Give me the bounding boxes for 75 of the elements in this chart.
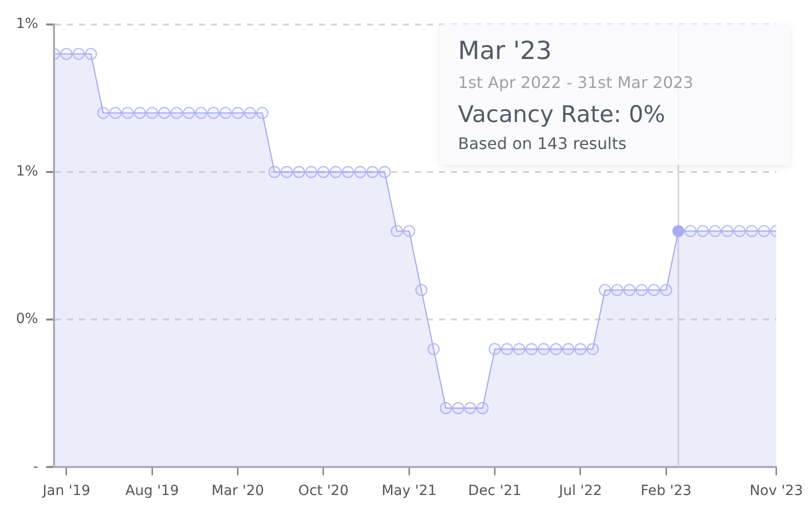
point — [598, 284, 612, 296]
point — [378, 166, 391, 178]
y-tick-label: 1% — [16, 16, 38, 32]
point — [342, 166, 354, 178]
y-tick-label: - — [33, 458, 38, 475]
point — [280, 166, 293, 178]
point — [648, 284, 660, 296]
point — [733, 224, 746, 238]
point — [623, 284, 636, 296]
point — [636, 284, 648, 296]
point — [758, 224, 770, 238]
annotation: Based on 143 results — [458, 134, 628, 153]
point — [84, 48, 98, 60]
point — [696, 224, 709, 238]
point — [207, 106, 220, 120]
annotation: 1st Apr 2022 - 31st Mar 2023 — [458, 73, 694, 92]
point — [182, 106, 195, 120]
point — [109, 106, 122, 120]
point — [366, 166, 379, 178]
point — [97, 106, 110, 120]
point — [170, 106, 183, 120]
point — [244, 106, 256, 120]
point — [72, 48, 85, 60]
point — [660, 284, 672, 296]
point — [122, 106, 134, 120]
point — [292, 166, 306, 178]
x-tick-label: Dec '21 — [468, 483, 522, 500]
x-tick-label: Oct '20 — [298, 483, 349, 500]
point — [268, 166, 281, 178]
point — [146, 106, 158, 120]
point — [538, 343, 550, 356]
x-tick-label: Jul '22 — [558, 483, 602, 500]
point — [194, 106, 208, 120]
y-tick-label: 0% — [16, 311, 38, 328]
point — [390, 224, 403, 238]
y-tick-label: 1% — [16, 164, 38, 180]
point — [550, 343, 562, 356]
point — [60, 48, 73, 60]
point — [354, 166, 366, 178]
point — [158, 106, 170, 120]
point — [500, 343, 514, 356]
point — [305, 166, 318, 178]
point — [513, 343, 526, 356]
point — [452, 402, 464, 414]
x-tick-label: Jan '19 — [42, 483, 90, 500]
annotation: Vacancy Rate: 0% — [458, 102, 666, 128]
point — [330, 166, 342, 178]
x-tick-label: May '21 — [382, 483, 437, 500]
x-tick-label: Aug '19 — [125, 483, 179, 500]
point — [708, 224, 722, 238]
point — [611, 284, 624, 296]
point — [403, 224, 416, 238]
point — [464, 402, 476, 414]
point — [317, 166, 330, 178]
x-tick-label: Nov '23 — [750, 483, 803, 500]
point — [428, 343, 440, 356]
point — [256, 106, 268, 120]
point — [415, 284, 428, 296]
x-tick-label: Feb '23 — [640, 483, 692, 500]
point — [574, 343, 587, 356]
point — [586, 343, 599, 356]
point — [232, 106, 244, 120]
point — [746, 224, 758, 238]
point — [684, 224, 697, 238]
point — [525, 343, 538, 356]
annotation: Mar '23 — [458, 36, 553, 65]
point — [134, 106, 146, 120]
point — [476, 402, 489, 414]
point — [721, 224, 734, 238]
point — [440, 402, 452, 414]
point — [562, 343, 574, 356]
point — [672, 224, 684, 238]
point — [488, 343, 501, 356]
x-tick-label: Mar '20 — [212, 483, 264, 500]
point — [219, 106, 232, 120]
